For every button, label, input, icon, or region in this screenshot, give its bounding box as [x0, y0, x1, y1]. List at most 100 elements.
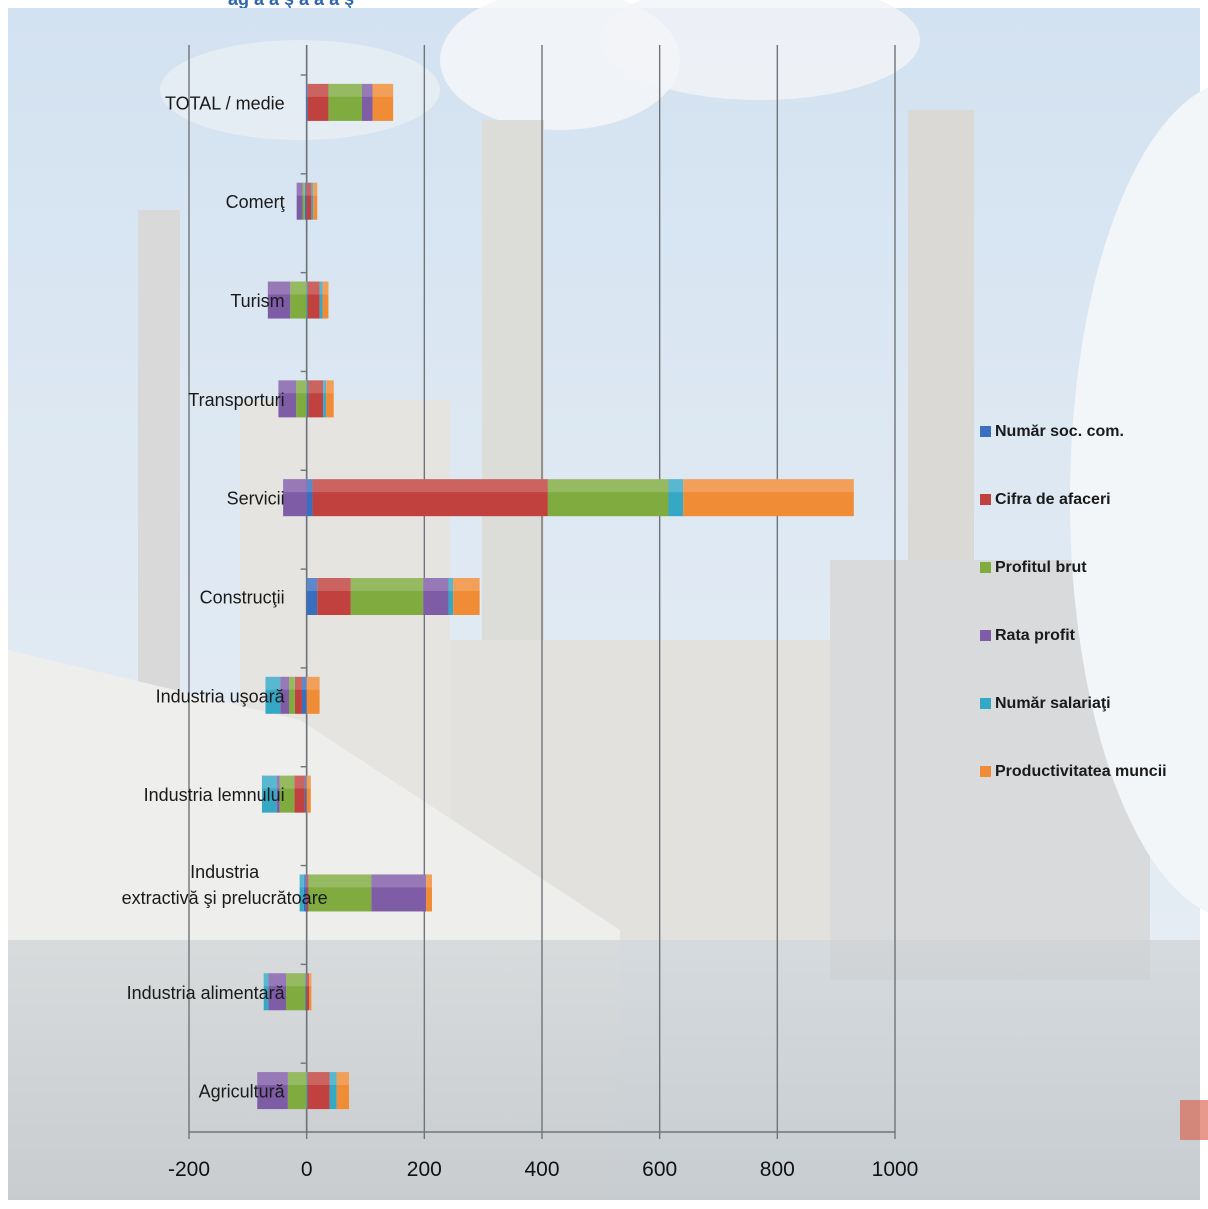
bar-4-4	[668, 479, 684, 517]
bar-highlight-0-3	[361, 83, 373, 97]
category-label-8-1: extractivă şi prelucrătoare	[122, 888, 328, 908]
x-tick-label-5: 800	[760, 1158, 795, 1181]
bar-6-0	[301, 676, 307, 714]
category-label-4: Servicii	[227, 489, 285, 509]
bar-highlight-1-3	[296, 182, 303, 196]
bar-6-2	[289, 676, 295, 714]
bar-highlight-3-1	[308, 380, 324, 394]
legend-swatch-1	[980, 494, 991, 505]
bar-highlight-4-3	[283, 479, 307, 493]
bar-5-1	[317, 578, 351, 615]
bar-0-1	[307, 83, 329, 121]
bar-8-1	[306, 874, 309, 912]
bar-1-2	[302, 182, 305, 220]
bar-highlight-7-1	[294, 775, 305, 789]
category-label-8-0: Industria	[190, 862, 260, 882]
bar-7-3	[276, 775, 280, 813]
bar-highlight-1-2	[302, 182, 305, 196]
bar-highlight-8-0	[303, 874, 307, 888]
bar-highlight-2-2	[290, 281, 307, 295]
bar-highlight-3-0	[306, 380, 309, 394]
bar-highlight-4-1	[312, 479, 548, 493]
bar-highlight-5-5	[453, 578, 480, 591]
bar-highlight-8-1	[306, 874, 309, 888]
bar-highlight-6-5	[306, 676, 320, 690]
bar-10-4	[329, 1072, 337, 1110]
bar-highlight-6-2	[289, 676, 295, 690]
bar-highlight-1-5	[313, 182, 318, 196]
bar-2-2	[290, 281, 307, 319]
bar-highlight-10-0	[306, 1072, 308, 1086]
category-label-5: Construcţii	[200, 588, 285, 608]
legend-swatch-5	[980, 766, 991, 777]
bar-highlight-1-0	[304, 182, 307, 196]
bar-7-4	[261, 775, 277, 813]
bar-highlight-7-2	[279, 775, 295, 789]
bar-3-5	[326, 380, 334, 418]
bar-highlight-9-5	[309, 973, 312, 987]
bar-9-5	[309, 973, 312, 1011]
bar-4-1	[312, 479, 548, 517]
bar-7-5	[306, 775, 311, 813]
bar-highlight-8-5	[426, 874, 432, 888]
bar-6-1	[294, 676, 302, 714]
bar-highlight-0-2	[328, 83, 362, 97]
bar-3-0	[306, 380, 309, 418]
bar-highlight-9-0	[305, 973, 307, 987]
bar-highlight-4-5	[683, 479, 854, 493]
bar-9-0	[305, 973, 307, 1011]
bar-3-3	[278, 380, 297, 418]
bar-highlight-9-4	[263, 973, 269, 987]
bar-highlight-10-2	[287, 1072, 307, 1086]
category-labels: TOTAL / medie Comerţ Turism Transporturi Ser…	[122, 93, 328, 1101]
legend: Număr soc. com. Cifra de afaceri Profitul …	[980, 423, 1167, 780]
bar-highlight-5-4	[448, 578, 454, 591]
legend-swatch-2	[980, 562, 991, 573]
x-tick-labels: -200 0 200 400 600 800 1000	[168, 1158, 918, 1181]
bar-highlight-2-4	[319, 281, 323, 295]
legend-label-0: Număr soc. com.	[995, 423, 1124, 440]
x-tick-label-0: -200	[168, 1158, 210, 1181]
bar-highlight-5-1	[317, 578, 351, 591]
bar-0-2	[328, 83, 362, 121]
bar-highlight-7-4	[261, 775, 277, 789]
bar-highlight-2-3	[267, 281, 291, 295]
bar-0-3	[361, 83, 373, 121]
bar-highlight-7-0	[304, 775, 307, 789]
bar-3-1	[308, 380, 324, 418]
category-label-2: Turism	[230, 291, 284, 311]
bar-highlight-2-1	[307, 281, 320, 295]
bar-8-4	[299, 874, 304, 912]
bar-0-0	[306, 83, 308, 121]
legend-swatch-4	[980, 698, 991, 709]
bar-5-4	[448, 578, 454, 615]
bars	[257, 83, 854, 1110]
bar-9-2	[286, 973, 306, 1011]
bar-4-0	[306, 479, 313, 517]
bar-6-5	[306, 676, 320, 714]
bar-4-2	[547, 479, 669, 517]
bar-highlight-3-2	[296, 380, 307, 394]
bar-5-2	[350, 578, 424, 615]
bar-highlight-6-0	[301, 676, 307, 690]
x-tick-label-4: 600	[642, 1158, 677, 1181]
bar-10-1	[307, 1072, 330, 1110]
bar-8-2	[308, 874, 372, 912]
x-tick-label-1: 0	[301, 1158, 313, 1181]
bar-highlight-0-0	[306, 83, 308, 97]
bar-1-3	[296, 182, 303, 220]
bar-highlight-0-1	[307, 83, 329, 97]
bar-highlight-10-3	[257, 1072, 288, 1086]
bar-highlight-6-1	[294, 676, 302, 690]
x-tick-label-3: 400	[524, 1158, 559, 1181]
bar-highlight-10-1	[307, 1072, 330, 1086]
bar-2-4	[319, 281, 323, 319]
bar-1-0	[304, 182, 307, 220]
category-label-6: Industria uşoară	[156, 686, 286, 706]
category-label-3: Transporturi	[188, 390, 284, 410]
bar-10-5	[336, 1072, 350, 1110]
bar-2-1	[307, 281, 320, 319]
bar-highlight-8-4	[299, 874, 304, 888]
legend-label-3: Rata profit	[995, 627, 1076, 644]
